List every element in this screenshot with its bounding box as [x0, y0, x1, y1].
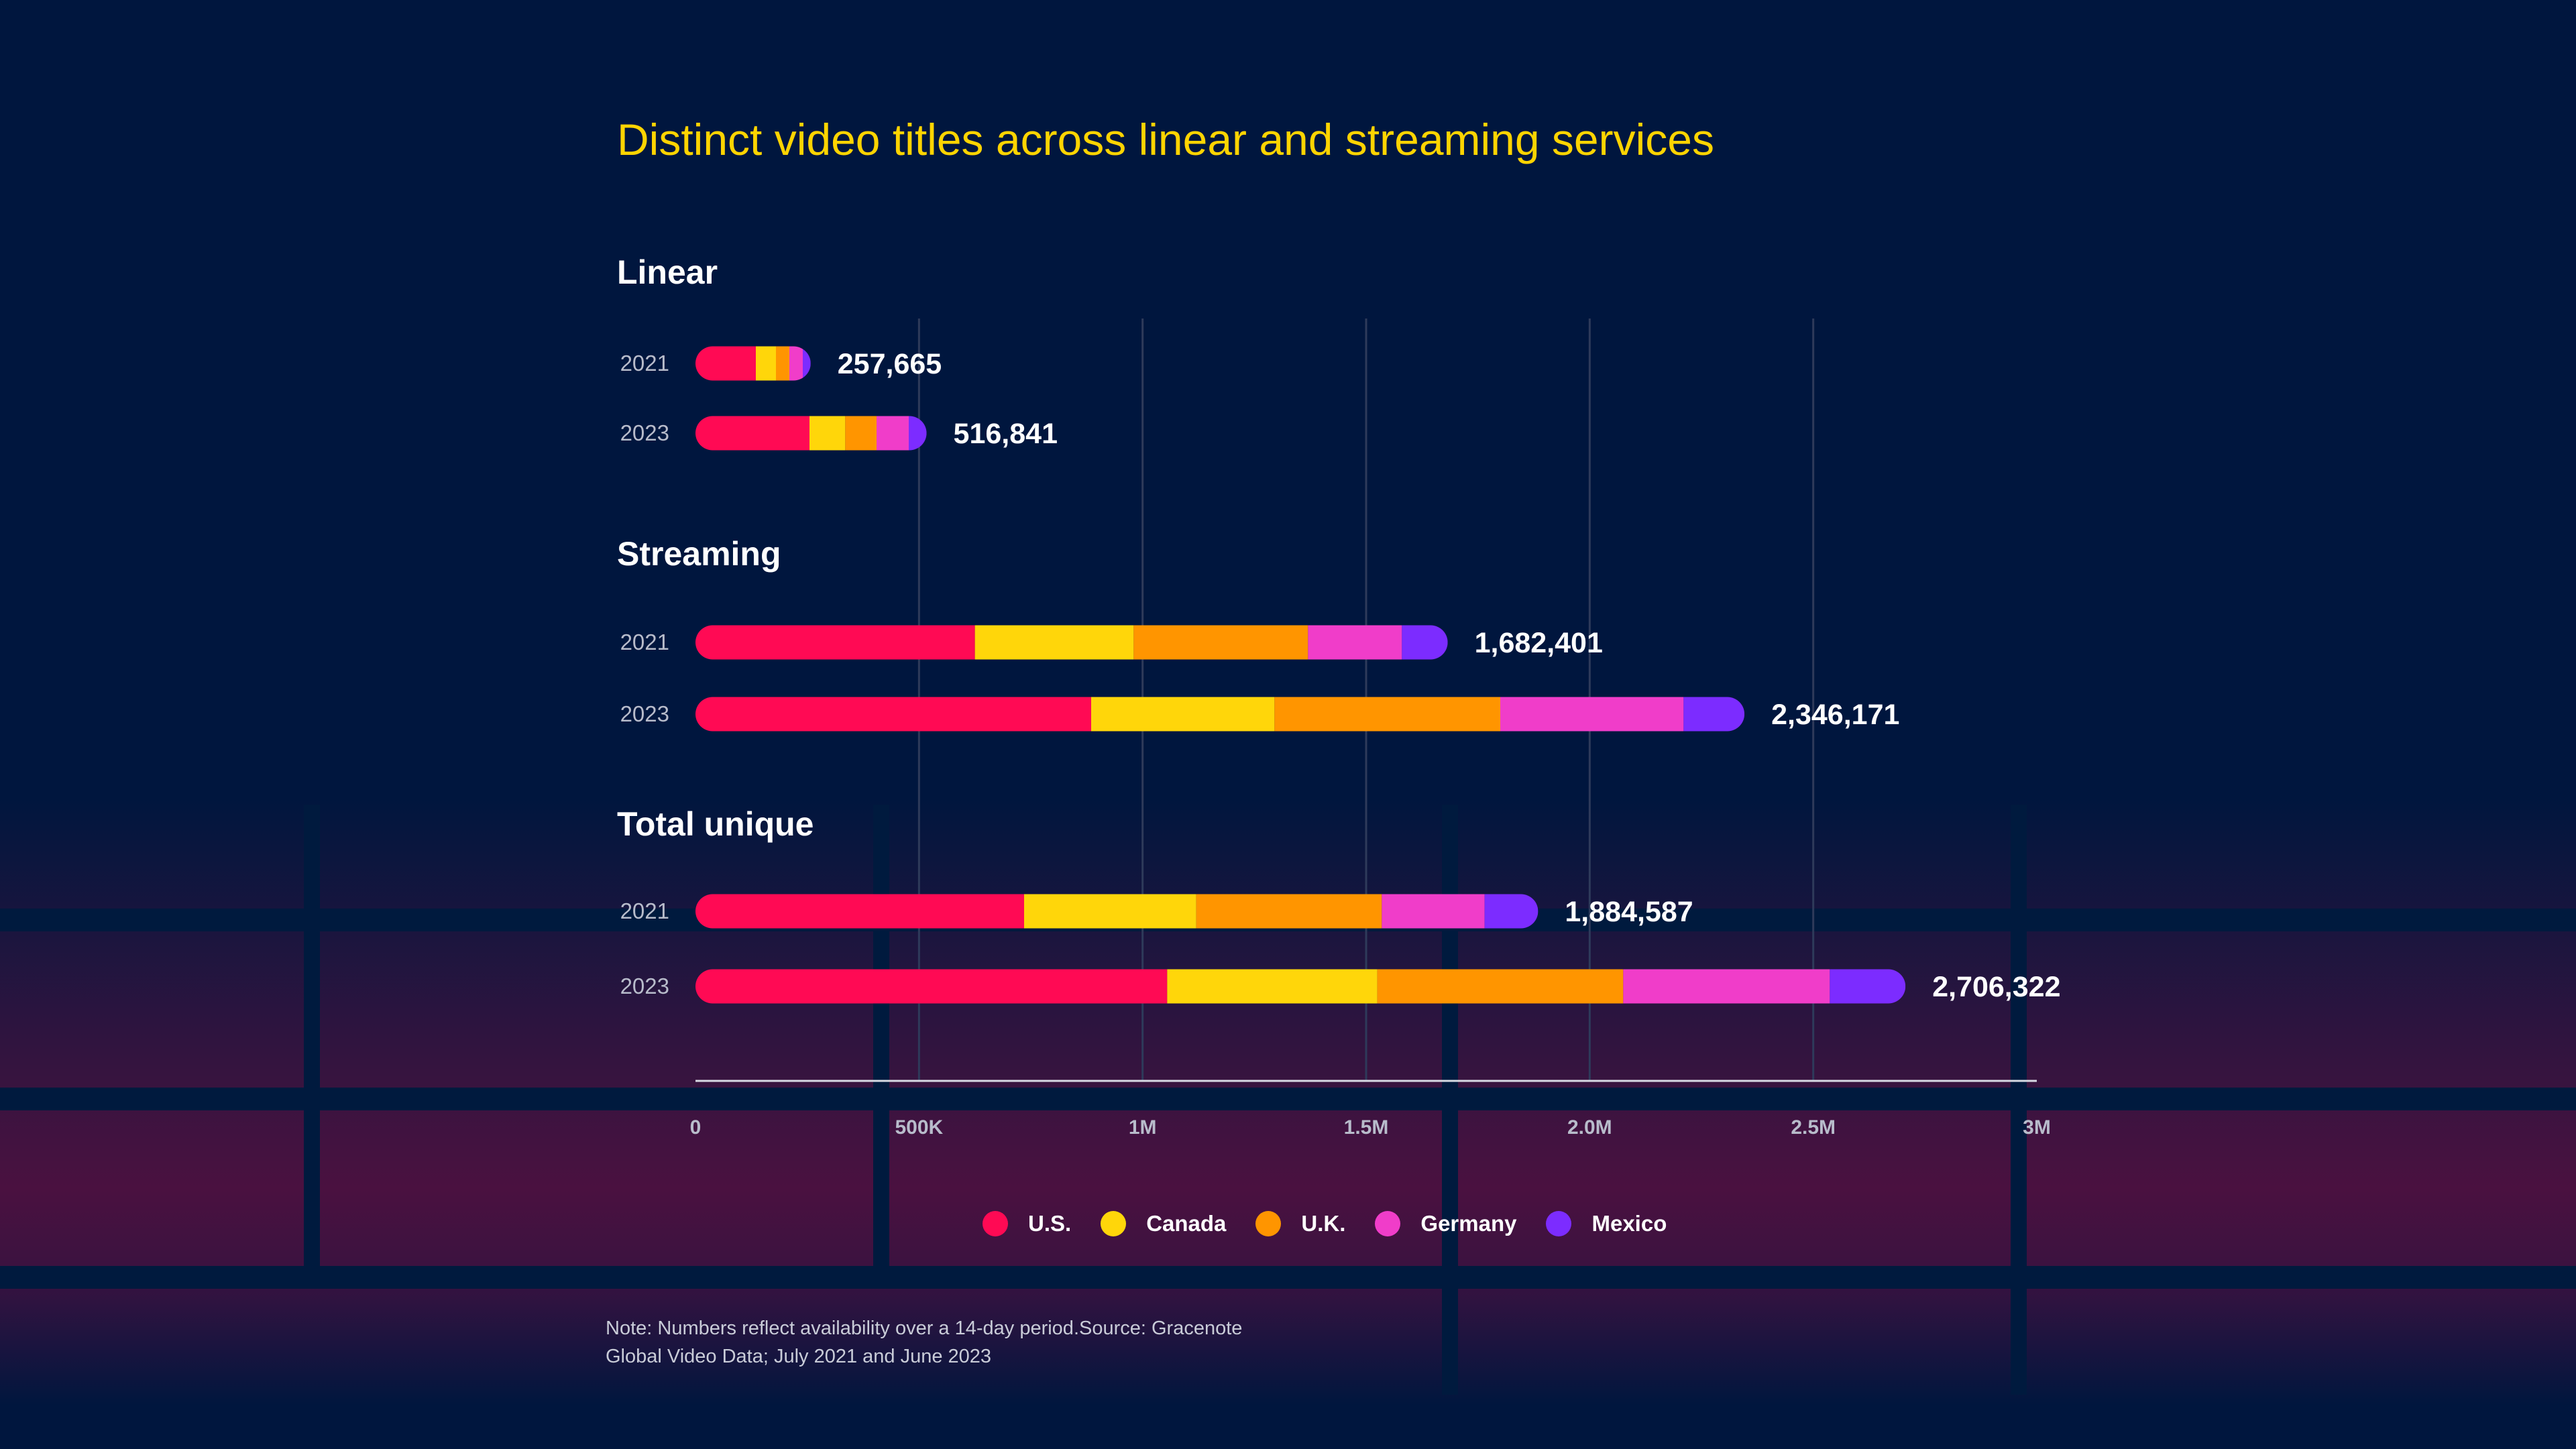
- legend-label: U.K.: [1301, 1211, 1346, 1236]
- legend-swatch: [1546, 1211, 1572, 1236]
- legend-item: U.K.: [1255, 1211, 1345, 1236]
- bar-segment: [974, 625, 1134, 660]
- total-value-label: 1,884,587: [1565, 896, 1693, 928]
- bar-segment: [1623, 969, 1830, 1004]
- year-label: 2023: [620, 974, 669, 998]
- bar-segment: [1308, 625, 1402, 660]
- bar-segment: [877, 416, 909, 451]
- bar-segment: [1024, 894, 1196, 929]
- legend-label: U.S.: [1028, 1211, 1072, 1236]
- stacked-bar: [695, 416, 927, 451]
- legend-item: Germany: [1375, 1211, 1516, 1236]
- stacked-bar: [695, 969, 1906, 1004]
- bar-segment: [1500, 697, 1684, 732]
- total-value-label: 2,706,322: [1932, 971, 2060, 1003]
- year-label: 2021: [620, 351, 669, 375]
- legend-swatch: [1375, 1211, 1401, 1236]
- bar-segment: [809, 416, 846, 451]
- bar-segment: [909, 416, 927, 451]
- stacked-bar: [695, 697, 1745, 732]
- bar-segment: [845, 416, 877, 451]
- legend-label: Mexico: [1591, 1211, 1667, 1236]
- bar-segment: [1402, 625, 1448, 660]
- group-label: Total unique: [617, 805, 814, 843]
- year-label: 2023: [620, 701, 669, 726]
- year-label: 2021: [620, 630, 669, 654]
- group-label: Streaming: [617, 535, 781, 573]
- bar-segment: [776, 346, 789, 381]
- stacked-bar: [695, 894, 1538, 929]
- bar-segment: [1167, 969, 1378, 1004]
- bar-segment: [1274, 697, 1500, 732]
- x-tick-label: 2.0M: [1567, 1116, 1612, 1139]
- group-label: Linear: [617, 253, 718, 291]
- bar-segment: [1830, 969, 1906, 1004]
- legend-item: Canada: [1101, 1211, 1226, 1236]
- legend-swatch: [1101, 1211, 1127, 1236]
- bar-segment: [695, 346, 756, 381]
- x-tick-label: 500K: [895, 1116, 943, 1139]
- total-value-label: 257,665: [838, 348, 942, 380]
- bar-segment: [1377, 969, 1624, 1004]
- x-tick-label: 3M: [2023, 1116, 2051, 1139]
- bar-segment: [1683, 697, 1745, 732]
- bar-segment: [1133, 625, 1308, 660]
- legend-item: Mexico: [1546, 1211, 1667, 1236]
- x-tick-label: 1M: [1129, 1116, 1157, 1139]
- bar-segment: [695, 625, 975, 660]
- bar-segment: [1484, 894, 1538, 929]
- legend-label: Germany: [1420, 1211, 1517, 1236]
- x-tick-label: 2.5M: [1791, 1116, 1836, 1139]
- total-value-label: 1,682,401: [1475, 627, 1603, 659]
- bar-segment: [695, 416, 809, 451]
- bar-segment: [1382, 894, 1485, 929]
- x-tick-label: 1.5M: [1344, 1116, 1389, 1139]
- bar-segment: [789, 346, 803, 381]
- bar-segment: [1091, 697, 1275, 732]
- legend-swatch: [1255, 1211, 1282, 1236]
- year-label: 2023: [620, 420, 669, 445]
- year-label: 2021: [620, 899, 669, 923]
- bar-segment: [803, 346, 811, 381]
- legend-swatch: [983, 1211, 1008, 1236]
- legend-item: U.S.: [983, 1211, 1071, 1236]
- total-value-label: 2,346,171: [1771, 699, 1899, 731]
- legend-label: Canada: [1146, 1211, 1227, 1236]
- bar-segment: [695, 697, 1091, 732]
- bar-segment: [695, 969, 1168, 1004]
- footnote: Note: Numbers reflect availability over …: [606, 1318, 1243, 1367]
- legend: U.S. Canada U.K. Germany Mexico: [983, 1211, 1696, 1236]
- bar-segment: [695, 894, 1024, 929]
- bar-segment: [756, 346, 776, 381]
- chart-title: Distinct video titles across linear and …: [617, 115, 1714, 164]
- stacked-bar: [695, 346, 811, 381]
- total-value-label: 516,841: [954, 418, 1058, 450]
- bar-segment: [1196, 894, 1382, 929]
- x-tick-label: 0: [690, 1116, 702, 1139]
- stacked-bar: [695, 625, 1448, 660]
